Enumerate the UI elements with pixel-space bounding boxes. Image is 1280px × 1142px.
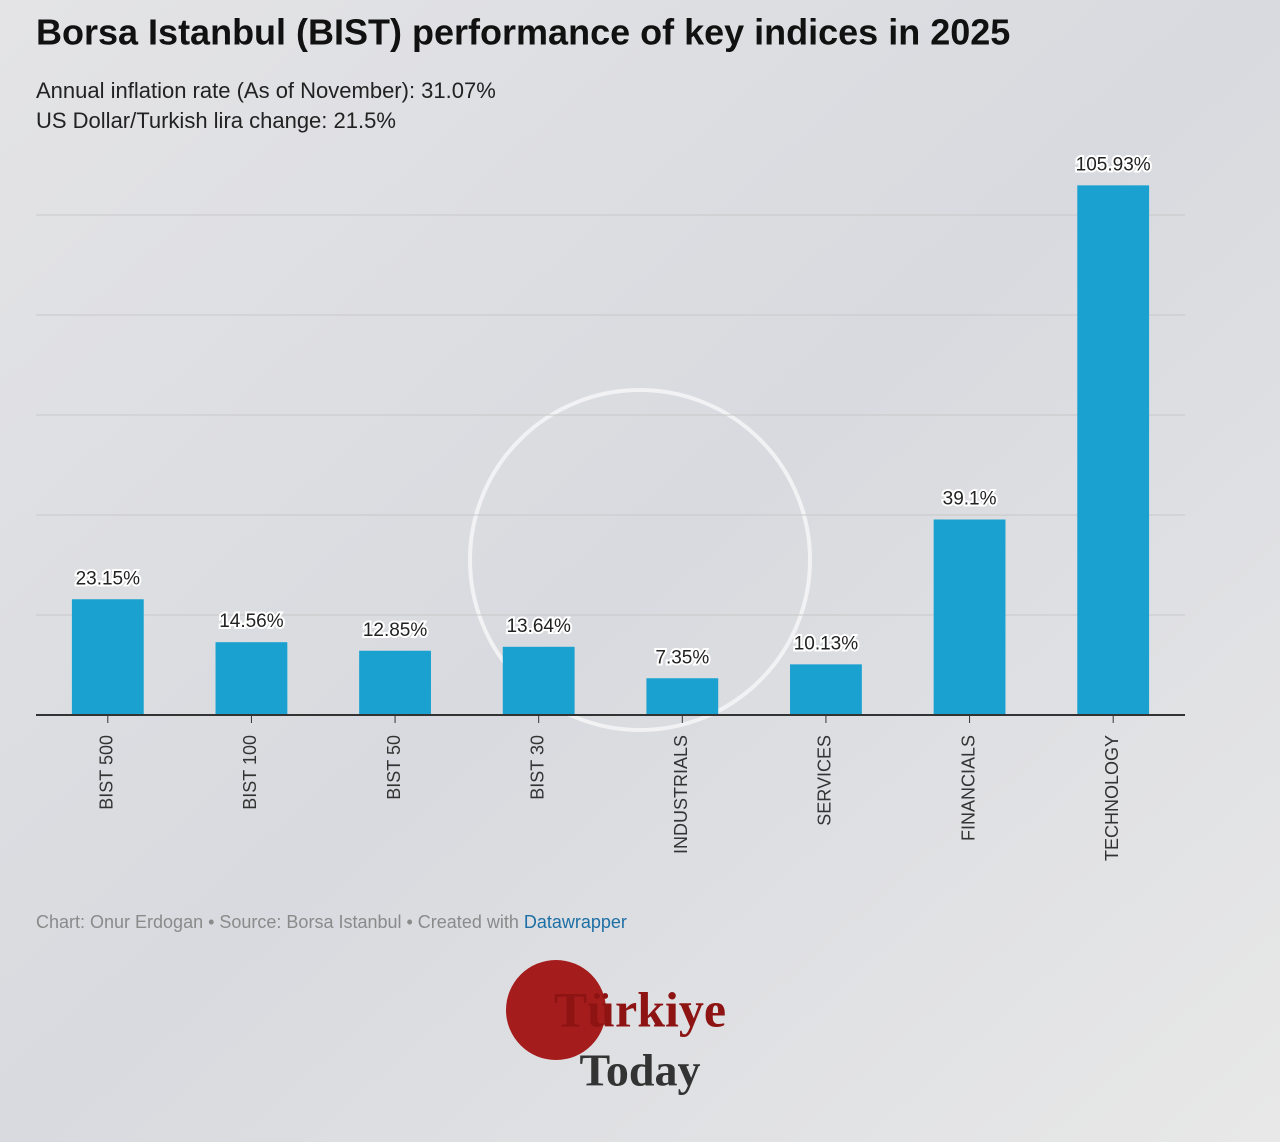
subtitle: US Dollar/Turkish lira change: 21.5% <box>36 108 396 133</box>
bar <box>71 599 144 715</box>
bar <box>646 678 719 715</box>
bar <box>502 646 575 715</box>
value-label: 13.64% <box>506 616 571 637</box>
value-label: 10.13% <box>794 633 859 654</box>
bar <box>933 519 1006 715</box>
x-tick-label: BIST 50 <box>384 735 404 800</box>
x-tick-label: FINANCIALS <box>958 735 978 841</box>
chart-title: Borsa Istanbul (BIST) performance of key… <box>36 12 1010 53</box>
value-label: 12.85% <box>363 620 428 641</box>
footer-link[interactable]: Datawrapper <box>524 912 627 932</box>
logo-text: Today <box>579 1045 700 1096</box>
value-label: 7.35% <box>655 647 709 668</box>
x-tick-label: BIST 30 <box>527 735 547 800</box>
value-label: 14.56% <box>219 611 284 632</box>
logo-text: Türkiye <box>554 981 726 1037</box>
subtitle: Annual inflation rate (As of November): … <box>36 78 496 103</box>
footer-text: Chart: Onur Erdogan • Source: Borsa Ista… <box>36 912 519 932</box>
x-tick-label: INDUSTRIALS <box>671 735 691 854</box>
x-tick-label: SERVICES <box>815 735 835 826</box>
bar <box>215 642 288 715</box>
footer: Chart: Onur Erdogan • Source: Borsa Ista… <box>36 912 627 932</box>
value-label: 39.1% <box>943 489 997 510</box>
bar <box>359 650 431 715</box>
value-label: 105.93% <box>1076 154 1151 175</box>
x-tick-label: BIST 500 <box>97 735 117 810</box>
bar <box>790 664 862 715</box>
value-label: 23.15% <box>76 568 141 589</box>
bar <box>1077 185 1150 716</box>
bg-decoration <box>468 388 812 732</box>
x-tick-label: TECHNOLOGY <box>1102 735 1122 861</box>
x-tick-label: BIST 100 <box>240 735 260 810</box>
logo-circle <box>506 960 606 1060</box>
